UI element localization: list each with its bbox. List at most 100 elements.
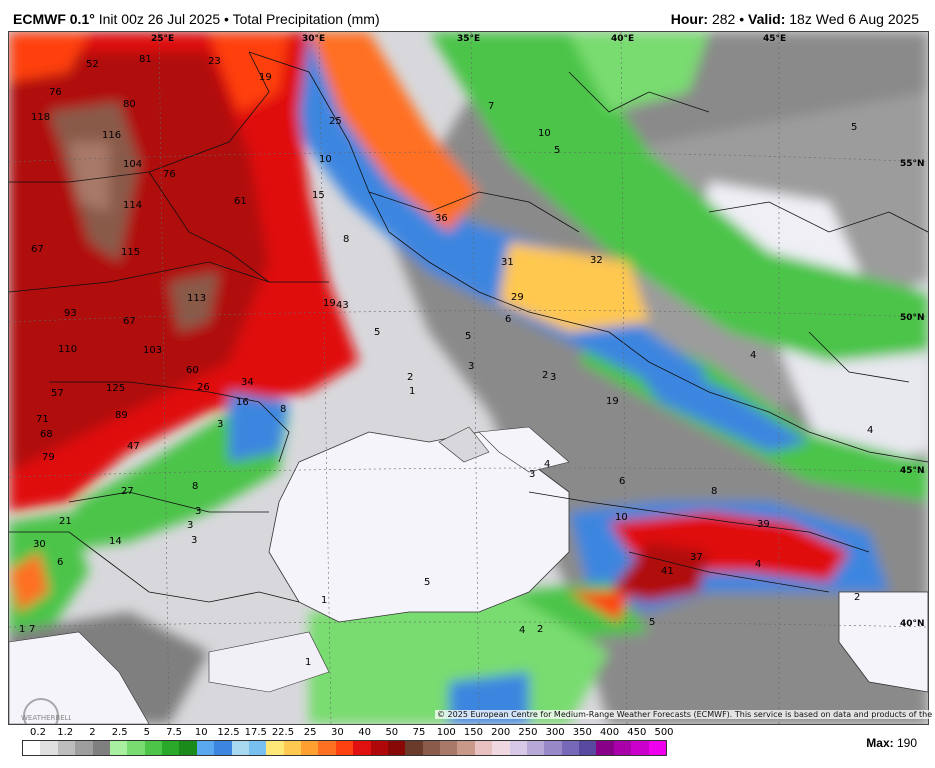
legend-swatch xyxy=(440,741,458,755)
lat-label-40: 40°N xyxy=(900,619,925,629)
legend-swatch xyxy=(196,741,215,755)
precip-value-label: 1 xyxy=(321,595,327,606)
precip-value-label: 16 xyxy=(236,397,249,408)
precip-value-label: 29 xyxy=(511,292,524,303)
legend-swatch xyxy=(92,741,110,755)
product-name: Total Precipitation (mm) xyxy=(232,11,380,27)
legend-swatch xyxy=(613,741,632,755)
color-legend: 0.2 1.2 2 2.5 5 7.5 10 12.5 17.5 22.5 25 30 40 50 75 10… xyxy=(22,727,674,765)
legend-tick: 40 xyxy=(358,727,371,738)
legend-tick: 1.2 xyxy=(57,727,74,738)
precip-value-label: 114 xyxy=(123,200,142,211)
precip-value-label: 23 xyxy=(208,56,221,67)
precip-value-label: 103 xyxy=(143,345,162,356)
legend-tick: 22.5 xyxy=(271,727,295,738)
legend-tick: 350 xyxy=(572,727,592,738)
legend-colorbar xyxy=(22,740,667,756)
precip-value-label: 5 xyxy=(424,577,430,588)
legend-tick: 7.5 xyxy=(166,727,183,738)
precip-value-label: 6 xyxy=(619,476,625,487)
precip-value-label: 93 xyxy=(64,308,77,319)
model-name: ECMWF 0.1 xyxy=(13,11,90,27)
precip-value-label: 8 xyxy=(192,481,198,492)
precip-value-label: 4 xyxy=(750,350,756,361)
precip-value-label: 110 xyxy=(58,344,77,355)
legend-swatch xyxy=(301,741,319,755)
max-number: 190 xyxy=(896,736,917,750)
legend-swatch xyxy=(109,741,128,755)
precipitation-map[interactable]: 25°E 30°E 35°E 40°E 45°E 55°N 50°N 45°N … xyxy=(8,31,929,725)
precip-value-label: 8 xyxy=(711,486,717,497)
legend-tick: 12.5 xyxy=(217,727,240,738)
water-bodies xyxy=(9,426,928,724)
precip-value-label: 2 xyxy=(854,592,860,603)
precip-value-label: 125 xyxy=(106,383,125,394)
precip-value-label: 115 xyxy=(121,247,140,258)
precip-value-label: 37 xyxy=(690,552,703,563)
legend-swatch xyxy=(144,741,162,755)
precip-value-label: 4 xyxy=(755,559,761,570)
lon-label-25: 25°E xyxy=(151,34,174,44)
map-canvas: 25°E 30°E 35°E 40°E 45°E 55°N 50°N 45°N … xyxy=(9,32,928,724)
separator: • xyxy=(224,11,229,27)
legend-swatch xyxy=(266,741,284,755)
precip-value-label: 68 xyxy=(40,429,53,440)
legend-swatch xyxy=(57,741,76,755)
weatherbell-logo-icon: WEATHERBELL xyxy=(21,698,71,724)
precip-value-label: 8 xyxy=(280,404,286,415)
lon-label-40: 40°E xyxy=(611,34,634,44)
valid-value: 18z Wed 6 Aug 2025 xyxy=(789,11,919,27)
precip-value-label: 39 xyxy=(757,519,770,530)
precip-value-label: 19 xyxy=(259,72,272,83)
legend-swatch xyxy=(579,741,597,755)
legend-swatch xyxy=(40,741,58,755)
precip-value-label: 3 xyxy=(191,535,197,546)
precip-value-label: 10 xyxy=(538,128,551,139)
precip-value-label: 4 xyxy=(867,425,873,436)
precip-value-label: 3 xyxy=(468,361,474,372)
legend-swatch xyxy=(648,741,666,755)
precip-value-label: 113 xyxy=(187,293,206,304)
legend-tick: 250 xyxy=(518,727,538,738)
precip-value-label: 116 xyxy=(102,130,121,141)
header: ECMWF 0.1° Init 00z 26 Jul 2025 • Total … xyxy=(0,0,935,30)
legend-swatch xyxy=(457,741,475,755)
precip-value-label: 1 xyxy=(305,657,311,668)
precip-value-label: 1 xyxy=(19,624,25,635)
legend-swatch xyxy=(561,741,579,755)
valid-label: Valid: xyxy=(748,11,786,27)
legend-tick: 150 xyxy=(463,727,484,738)
precip-value-label: 19 xyxy=(323,298,336,309)
precip-value-label: 2 xyxy=(537,624,543,635)
legend-swatch xyxy=(474,741,493,755)
precip-value-label: 60 xyxy=(186,365,199,376)
legend-tick: 2 xyxy=(89,727,96,738)
precip-value-label: 71 xyxy=(36,414,49,425)
legend-swatch xyxy=(214,741,232,755)
precip-value-label: 7 xyxy=(488,101,494,112)
precip-value-label: 30 xyxy=(33,539,46,550)
legend-tick: 0.2 xyxy=(30,727,46,738)
precip-value-label: 15 xyxy=(312,190,325,201)
precip-value-label: 61 xyxy=(234,196,247,207)
legend-tick: 5 xyxy=(143,727,151,738)
legend-swatch xyxy=(283,741,301,755)
legend-swatch xyxy=(387,741,406,755)
svg-text:WEATHERBELL: WEATHERBELL xyxy=(21,714,71,722)
legend-tick: 400 xyxy=(600,727,620,738)
precip-value-label: 4 xyxy=(544,459,550,470)
legend-tick: 10 xyxy=(194,727,208,738)
legend-tick: 25 xyxy=(303,727,317,738)
precip-value-label: 31 xyxy=(501,257,514,268)
degree-symbol: ° xyxy=(89,11,95,27)
precip-value-label: 43 xyxy=(336,300,349,311)
precip-value-label: 5 xyxy=(374,327,380,338)
lat-label-45: 45°N xyxy=(900,466,925,476)
legend-swatch xyxy=(631,741,649,755)
precip-value-label: 67 xyxy=(31,244,44,255)
legend-swatch xyxy=(231,741,249,755)
legend-swatch xyxy=(335,741,354,755)
hour-value: 282 xyxy=(711,11,736,27)
legend-tick: 50 xyxy=(385,727,399,738)
precip-value-label: 3 xyxy=(195,506,201,517)
